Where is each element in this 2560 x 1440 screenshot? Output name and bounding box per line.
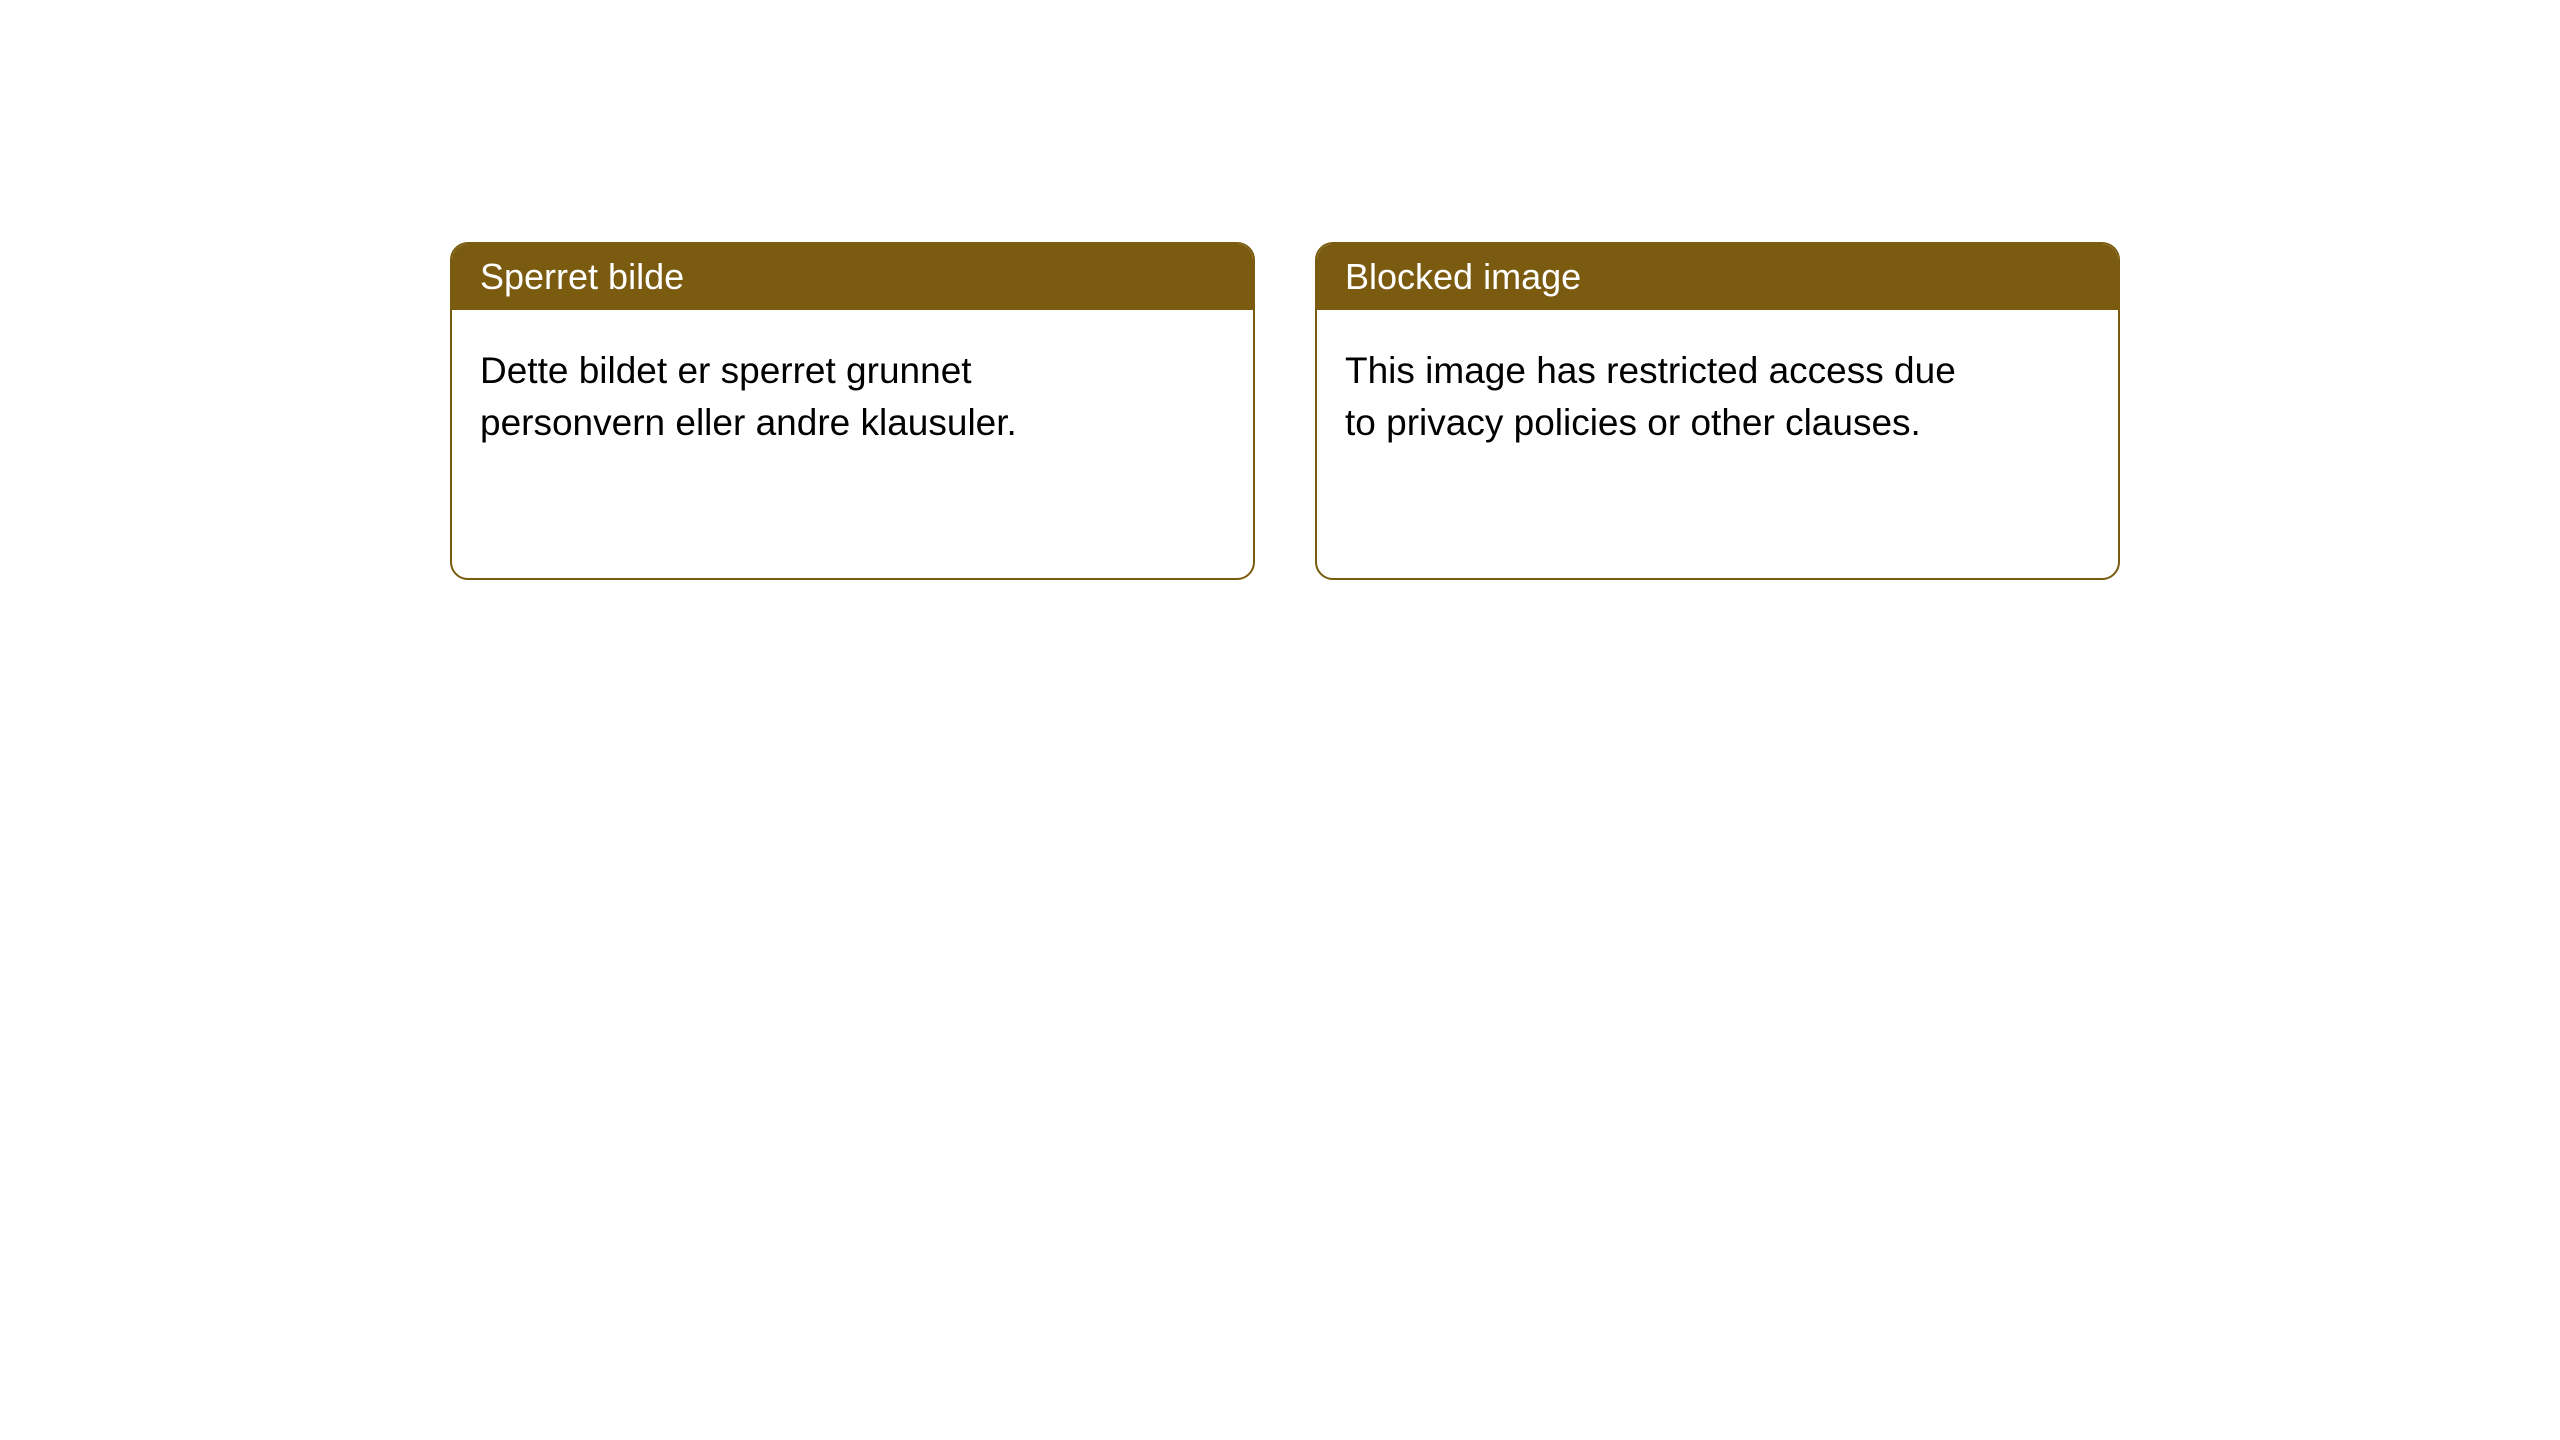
notice-card-norwegian: Sperret bilde Dette bildet er sperret gr… — [450, 242, 1255, 580]
notice-title-english: Blocked image — [1345, 256, 1581, 297]
notice-container: Sperret bilde Dette bildet er sperret gr… — [0, 0, 2560, 580]
notice-header-english: Blocked image — [1317, 244, 2118, 310]
notice-title-norwegian: Sperret bilde — [480, 256, 684, 297]
notice-body-english: This image has restricted access due to … — [1317, 310, 2017, 484]
notice-card-english: Blocked image This image has restricted … — [1315, 242, 2120, 580]
notice-body-norwegian: Dette bildet er sperret grunnet personve… — [452, 310, 1152, 484]
notice-header-norwegian: Sperret bilde — [452, 244, 1253, 310]
notice-text-norwegian: Dette bildet er sperret grunnet personve… — [480, 350, 1017, 443]
notice-text-english: This image has restricted access due to … — [1345, 350, 1956, 443]
